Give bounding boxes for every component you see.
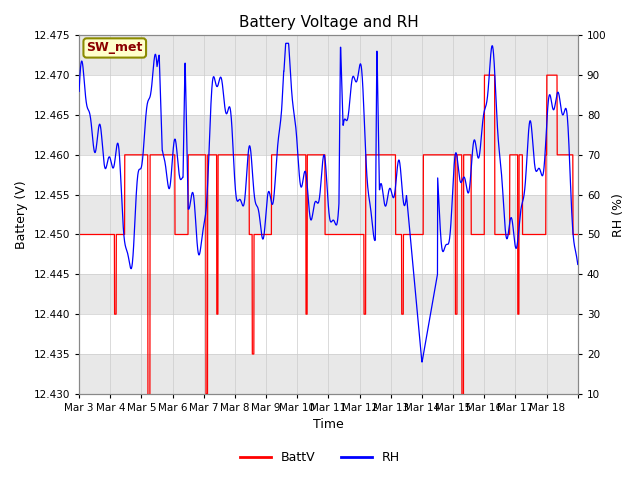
Bar <box>79 36 578 75</box>
Bar <box>79 195 578 235</box>
Bar <box>79 115 578 155</box>
Y-axis label: RH (%): RH (%) <box>612 192 625 237</box>
Text: SW_met: SW_met <box>86 41 143 54</box>
Bar <box>79 275 578 314</box>
Y-axis label: Battery (V): Battery (V) <box>15 180 28 249</box>
Bar <box>79 354 578 394</box>
Legend: BattV, RH: BattV, RH <box>235 446 405 469</box>
X-axis label: Time: Time <box>313 419 344 432</box>
Title: Battery Voltage and RH: Battery Voltage and RH <box>239 15 419 30</box>
